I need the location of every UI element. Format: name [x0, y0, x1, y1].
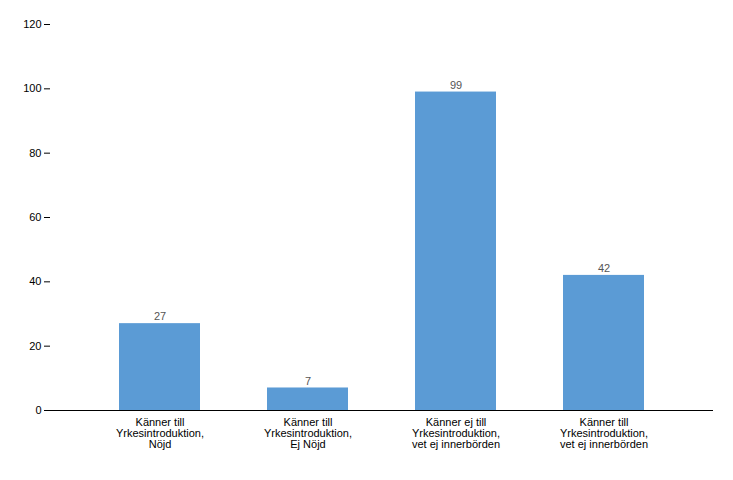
svg-text:60: 60	[29, 211, 41, 223]
svg-text:100: 100	[23, 82, 41, 94]
svg-text:40: 40	[29, 275, 41, 287]
svg-text:Känner tillYrkesintroduktion,N: Känner tillYrkesintroduktion,Nöjd	[116, 416, 204, 450]
svg-text:27: 27	[154, 310, 166, 322]
svg-text:Känner ej tillYrkesintroduktio: Känner ej tillYrkesintroduktion,vet ej i…	[412, 416, 500, 450]
svg-text:Känner tillYrkesintroduktion,v: Känner tillYrkesintroduktion,vet ej inne…	[560, 416, 648, 450]
svg-text:0: 0	[35, 404, 41, 416]
svg-text:120: 120	[23, 18, 41, 30]
svg-text:42: 42	[598, 262, 610, 274]
svg-text:80: 80	[29, 147, 41, 159]
svg-text:7: 7	[305, 375, 311, 387]
svg-text:20: 20	[29, 340, 41, 352]
svg-text:99: 99	[450, 79, 462, 91]
svg-text:Känner tillYrkesintroduktion,E: Känner tillYrkesintroduktion,Ej Nöjd	[264, 416, 352, 450]
